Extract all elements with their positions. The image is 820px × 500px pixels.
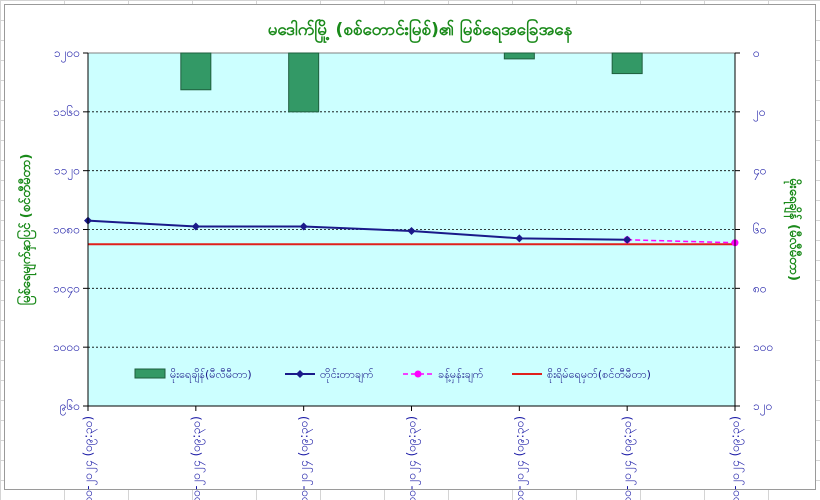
right-tick-label: ၈၀ [753,281,767,295]
rainfall-bar [288,52,320,113]
legend-label-forecast: ခန့်မှန်းချက် [438,368,484,383]
rainfall-bar [611,52,643,75]
rainfall-bars [180,52,643,113]
right-tick-label: ၁၀၀ [753,340,773,354]
forecast-line [627,239,736,244]
rainfall-bar [503,52,535,60]
legend-label-measured: တိုင်းတာချက် [320,368,374,383]
left-tick-label: ၁၂၀၀ [54,46,80,63]
right-tick-label: ၆၀ [753,222,767,237]
right-axis-title: မိုးရေချိန် (မီလီမီတာ) [783,178,803,281]
legend-marker-measured [296,370,304,378]
legend-marker-forecast [414,370,422,378]
left-tick-label: ၉၆၀ [60,398,80,416]
chart-title: မဒေါက်မြို့ (စစ်တောင်းမြစ်)၏ မြစ်ရေအခြေအ… [268,17,573,44]
legend-label-warning: စိုးရိမ်ရေမှတ်(စင်တီမီတာ) [547,368,651,383]
measured-point [191,222,200,231]
measured-point [299,222,308,231]
left-tick-label: ၁၀၈၀ [53,223,80,237]
legend-swatch-rainfall [134,368,166,379]
right-tick-label: ၁၂၀ [753,399,772,416]
right-tick-label: ၄၀ [753,164,767,181]
left-axis-title: မြစ်ရေမျက်နှာပြင် (စင်တီမီတာ) [16,154,37,306]
rainfall-bar [180,52,212,91]
x-tick-label: ၁၁-၁၀-၂၀၂၄ (၀၉:၃၀) [512,416,529,500]
x-axis-ticks: ၇-၁၀-၂၀၂၄ (၀၉:၃၀) ၈-၁၀-၂၀၂၄ (၀၉:၃၀) ၉-၁၀-၂… [81,416,745,500]
x-tick-label: ၈-၁၀-၂၀၂၄ (၀၉:၃၀) [189,416,206,500]
x-tick-label: ၁၀-၁၀-၂၀၂၄ (၀၉:၃၀) [405,416,422,500]
x-tick-label: ၁၂-၁၀-၂၀၂၄ (၀၉:၃၀) [620,416,637,500]
axes [83,52,740,411]
right-tick-label: ၀ [753,46,760,60]
left-tick-label: ၁၁၂၀ [54,164,80,181]
left-axis-ticks: ၉၆၀ ၁၀၀၀ ၁၀၄၀ ၁၀၈၀ ၁၁၂၀ ၁၁၆၀ ၁၂၀၀ [53,46,80,416]
left-tick-label: ၁၀၄၀ [53,281,80,298]
left-tick-label: ၁၁၆၀ [53,104,80,119]
x-tick-label: ၉-၁၀-၂၀၂၄ (၀၉:၃၀) [297,416,314,500]
x-tick-label: ၇-၁၀-၂၀၂၄ (၀၉:၃၀) [81,416,98,500]
legend: မိုးရေချိန်(မီလီမီတာ) တိုင်းတာချက် ခန့်မှန… [134,368,651,383]
right-tick-label: ၂၀ [753,105,766,122]
left-tick-label: ၁၀၀၀ [53,340,80,354]
measured-line [87,219,628,241]
level-lines [84,216,739,247]
legend-label-rainfall: မိုးရေချိန်(မီလီမီတာ) [170,368,252,383]
measured-point [515,234,524,243]
measured-point [623,235,632,244]
measured-point [407,226,416,235]
x-tick-label: ၁၃-၁၀-၂၀၂၄ (၀၉:၃၀) [728,416,745,500]
